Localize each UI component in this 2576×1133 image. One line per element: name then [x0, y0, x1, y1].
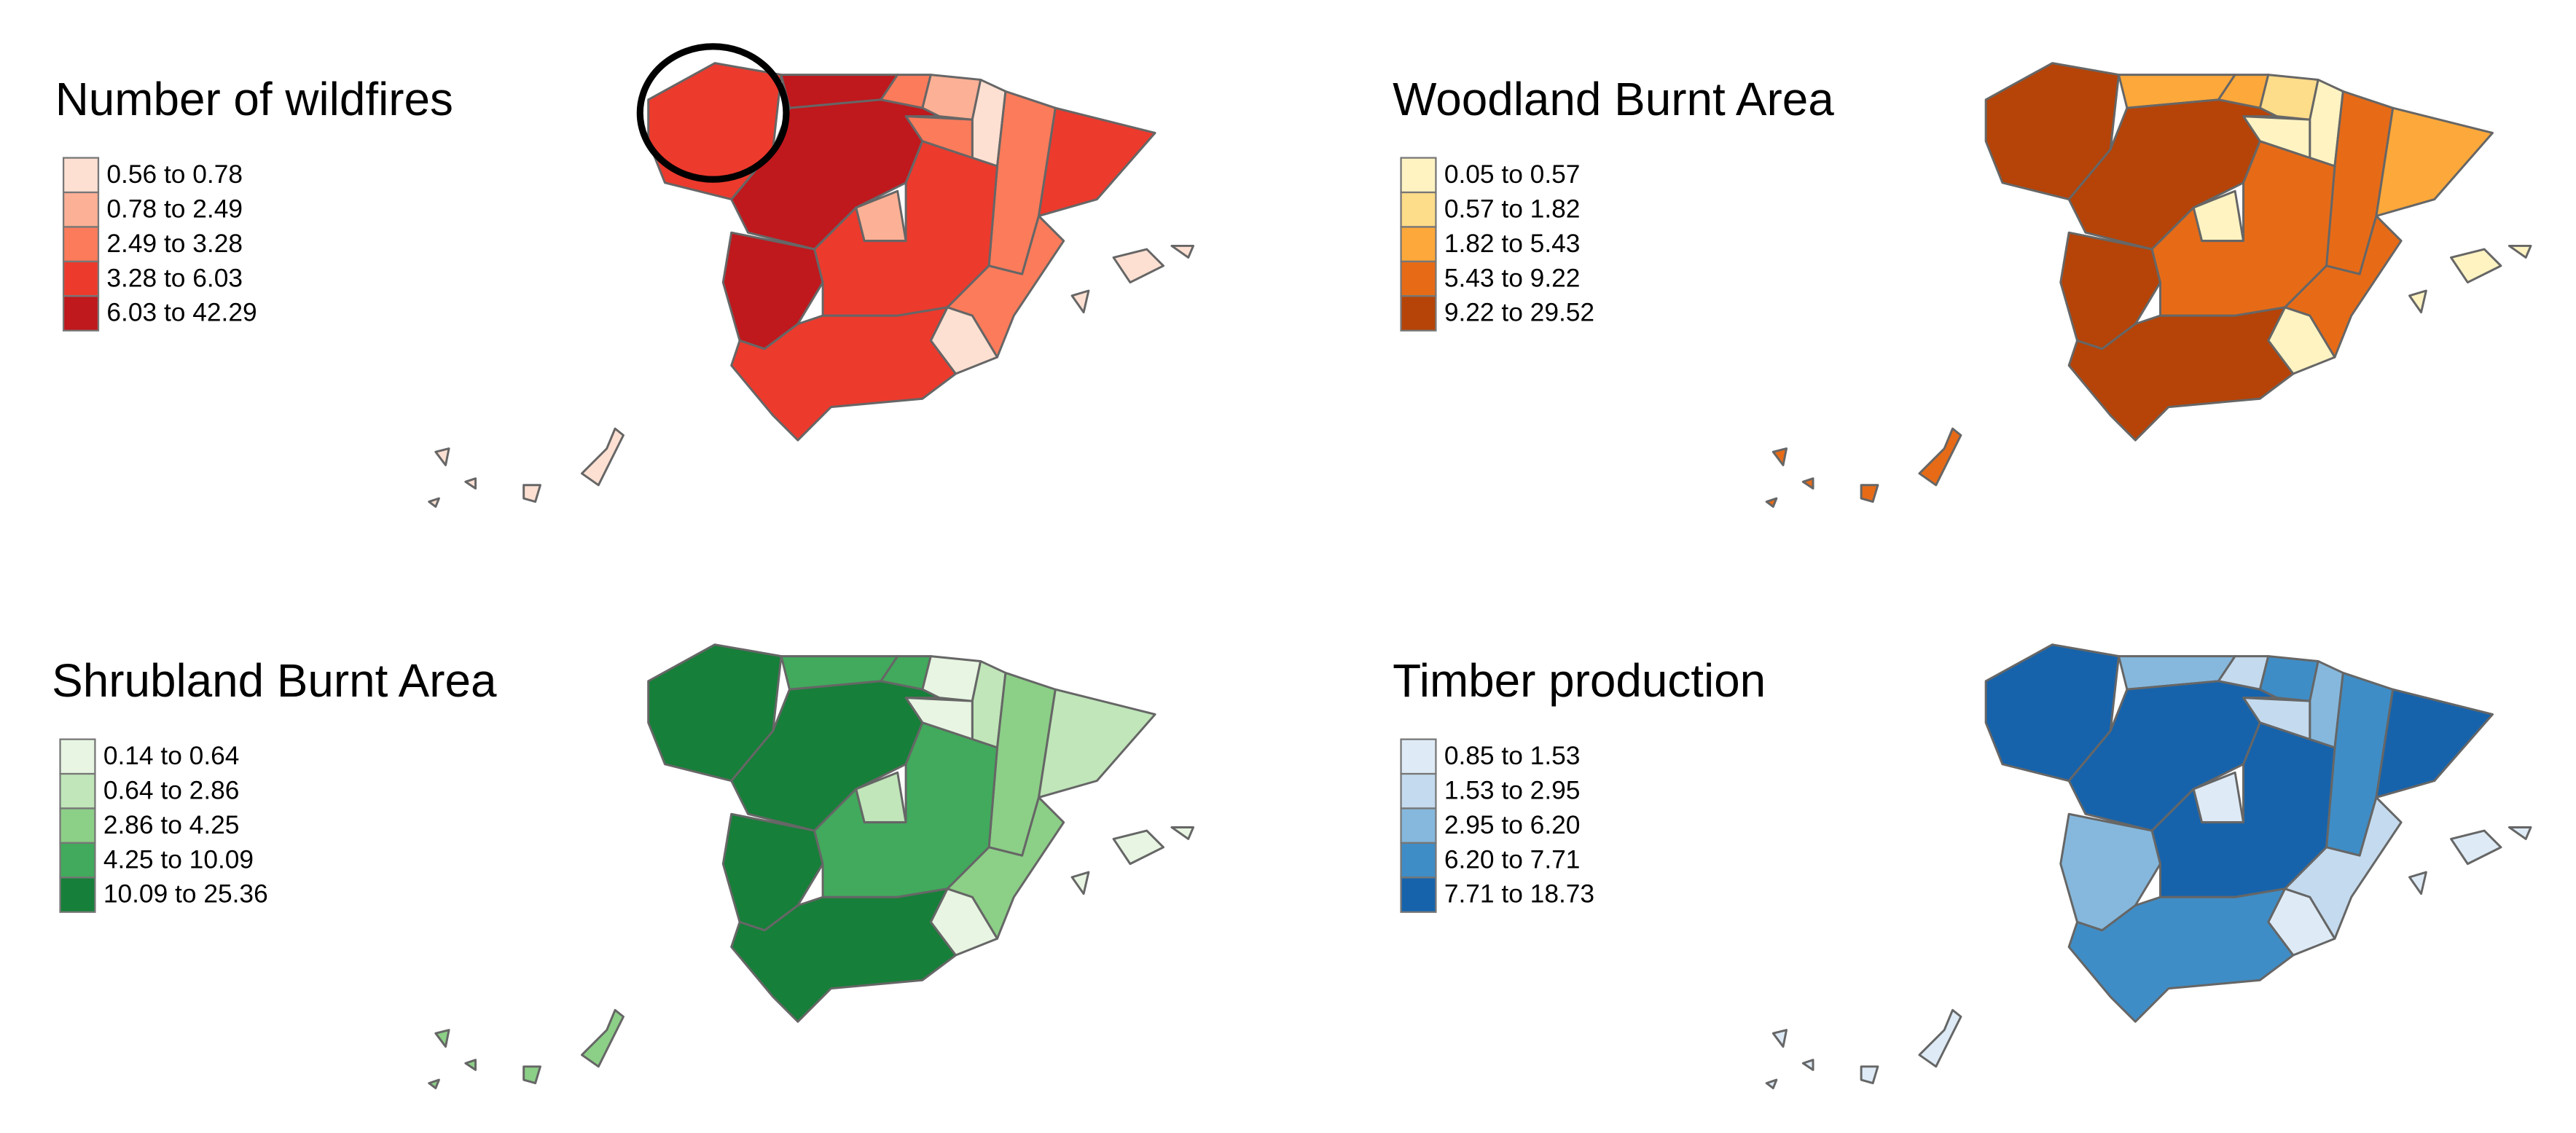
- legend-swatch: [62, 226, 100, 263]
- map-title: Woodland Burnt Area: [1393, 73, 1834, 125]
- map-panel: [428, 643, 1195, 1089]
- legend-label: 0.64 to 2.86: [103, 776, 240, 804]
- legend-swatch: [59, 842, 96, 879]
- legend-label: 0.56 to 0.78: [106, 160, 243, 189]
- map-title: Timber production: [1393, 654, 1766, 707]
- legend-label: 0.78 to 2.49: [106, 195, 243, 223]
- region: [2067, 887, 2295, 1023]
- legend-swatch: [59, 807, 96, 844]
- legend-label: 10.09 to 25.36: [103, 880, 268, 909]
- legend-swatch: [62, 260, 100, 297]
- highlight-circle: [636, 43, 790, 183]
- legend-label: 0.57 to 1.82: [1444, 195, 1581, 223]
- legend-swatch: [1400, 807, 1437, 844]
- legend-swatch: [62, 191, 100, 228]
- legend-swatch: [59, 738, 96, 775]
- region: [2067, 306, 2295, 442]
- region: [2375, 106, 2494, 217]
- legend-swatch: [1400, 295, 1437, 332]
- legend-label: 3.28 to 6.03: [106, 264, 243, 292]
- legend-label: 7.71 to 18.73: [1444, 880, 1594, 909]
- legend-swatch: [1400, 772, 1437, 809]
- region: [730, 887, 957, 1023]
- legend-swatch: [1400, 191, 1437, 228]
- legend-label: 5.43 to 9.22: [1444, 264, 1581, 292]
- legend-label: 1.82 to 5.43: [1444, 230, 1581, 258]
- legend-label: 6.20 to 7.71: [1444, 845, 1581, 874]
- legend-label: 6.03 to 42.29: [106, 299, 257, 327]
- region: [2375, 688, 2494, 799]
- legend-swatch: [1400, 877, 1437, 913]
- legend-swatch: [1400, 260, 1437, 297]
- legend-swatch: [59, 877, 96, 913]
- legend-label: 9.22 to 29.52: [1444, 299, 1594, 327]
- legend-swatch: [1400, 738, 1437, 775]
- region: [1070, 826, 1195, 895]
- region: [1038, 106, 1156, 217]
- map-panel: [1765, 62, 2532, 508]
- region: [2408, 244, 2532, 314]
- legend-swatch: [1400, 157, 1437, 194]
- legend-swatch: [62, 295, 100, 332]
- region: [1765, 427, 1962, 508]
- region: [730, 306, 957, 442]
- legend-label: 0.05 to 0.57: [1444, 160, 1581, 189]
- legend-label: 1.53 to 2.95: [1444, 776, 1581, 804]
- map-title: Shrubland Burnt Area: [52, 654, 497, 707]
- legend-swatch: [62, 157, 100, 194]
- legend-label: 2.95 to 6.20: [1444, 811, 1581, 839]
- legend-label: 0.85 to 1.53: [1444, 742, 1581, 770]
- region: [1765, 1008, 1962, 1089]
- legend-label: 4.25 to 10.09: [103, 845, 254, 874]
- map-panel: [428, 62, 1195, 508]
- legend-label: 0.14 to 0.64: [103, 742, 240, 770]
- region: [2408, 826, 2532, 895]
- legend-swatch: [1400, 226, 1437, 263]
- region: [428, 427, 625, 508]
- region: [1038, 688, 1156, 799]
- legend-swatch: [59, 772, 96, 809]
- legend-label: 2.86 to 4.25: [103, 811, 240, 839]
- region: [428, 1008, 625, 1089]
- legend-label: 2.49 to 3.28: [106, 230, 243, 258]
- legend-swatch: [1400, 842, 1437, 879]
- region: [1070, 244, 1195, 314]
- map-title: Number of wildfires: [55, 73, 453, 125]
- map-panel: [1765, 643, 2532, 1089]
